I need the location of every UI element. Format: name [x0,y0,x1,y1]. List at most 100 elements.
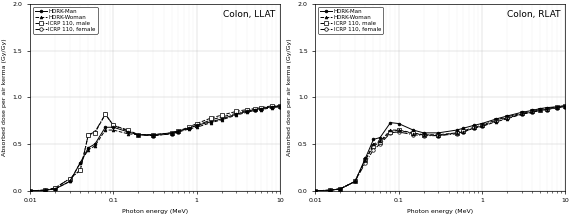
ICRP 110, female [453,132,460,135]
ICRP 110, male [504,116,510,118]
ICRP 110, male [420,133,427,136]
HDRK-Woman [168,132,175,135]
HDRK-Woman [553,106,560,109]
HDRK-Man [529,109,536,112]
HDRK-Woman [529,111,536,114]
ICRP 110, female [251,108,258,111]
ICRP 110, male [460,130,467,132]
ICRP 110, female [387,132,394,134]
ICRP 110, male [493,119,500,121]
ICRP 110, male [66,177,73,180]
HDRK-Woman [362,159,369,161]
ICRP 110, female [370,148,377,151]
ICRP 110, male [110,124,117,127]
ICRP 110, female [420,134,427,137]
HDRK-Man [493,118,500,120]
ICRP 110, male [543,107,550,110]
HDRK-Man [91,143,98,145]
HDRK-Man [52,187,59,190]
ICRP 110, female [233,112,240,114]
HDRK-Man [327,189,333,192]
HDRK-Woman [460,131,467,133]
HDRK-Woman [66,180,73,183]
ICRP 110, male [91,132,98,134]
HDRK-Woman [562,105,569,108]
Line: HDRK-Man: HDRK-Man [29,104,282,192]
Line: HDRK-Woman: HDRK-Woman [29,105,282,192]
ICRP 110, male [377,141,384,143]
ICRP 110, male [312,189,319,192]
ICRP 110, female [110,124,117,127]
HDRK-Man [41,189,48,192]
ICRP 110, female [471,127,477,130]
HDRK-Man [27,189,34,192]
Legend: HDRK-Man, HDRK-Woman, ICRP 110, male, ICRP 110, female: HDRK-Man, HDRK-Woman, ICRP 110, male, IC… [318,7,383,33]
HDRK-Woman [258,108,265,111]
HDRK-Woman [102,129,108,131]
ICRP 110, male [435,133,442,136]
HDRK-Woman [85,148,92,151]
ICRP 110, male [77,169,84,172]
Line: ICRP 110, male: ICRP 110, male [29,104,282,192]
ICRP 110, male [553,105,560,108]
HDRK-Man [362,157,369,159]
ICRP 110, male [453,132,460,134]
HDRK-Man [233,113,240,116]
Line: HDRK-Man: HDRK-Man [314,104,566,192]
ICRP 110, male [410,132,417,134]
HDRK-Man [193,124,200,127]
ICRP 110, male [529,110,536,113]
HDRK-Woman [493,120,500,123]
HDRK-Man [185,127,192,130]
ICRP 110, male [537,108,544,111]
HDRK-Man [377,136,384,139]
HDRK-Man [218,118,225,120]
ICRP 110, male [370,145,377,147]
HDRK-Man [102,126,108,129]
HDRK-Man [168,132,175,134]
HDRK-Man [208,120,215,123]
ICRP 110, female [243,109,250,112]
ICRP 110, female [529,111,536,114]
HDRK-Man [453,129,460,131]
HDRK-Woman [41,189,48,192]
ICRP 110, female [377,143,384,145]
ICRP 110, female [175,131,182,133]
HDRK-Man [77,161,84,164]
HDRK-Woman [175,131,182,133]
HDRK-Man [518,111,525,114]
ICRP 110, male [135,133,142,136]
ICRP 110, female [102,113,108,116]
HDRK-Woman [27,189,34,192]
HDRK-Woman [518,113,525,116]
ICRP 110, female [504,117,510,119]
ICRP 110, female [124,130,131,132]
ICRP 110, female [493,119,500,122]
HDRK-Woman [504,118,510,120]
ICRP 110, male [218,114,225,116]
ICRP 110, female [276,105,283,108]
X-axis label: Photon energy (MeV): Photon energy (MeV) [407,209,473,214]
HDRK-Woman [124,132,131,135]
HDRK-Man [435,132,442,134]
ICRP 110, female [77,169,84,172]
ICRP 110, female [362,161,369,164]
ICRP 110, female [52,187,59,189]
HDRK-Man [478,122,485,125]
ICRP 110, male [168,132,175,134]
ICRP 110, female [208,119,215,121]
Line: ICRP 110, female: ICRP 110, female [313,105,567,192]
HDRK-Man [251,108,258,111]
Y-axis label: Absorbed dose per air kerma (Gy/Gy): Absorbed dose per air kerma (Gy/Gy) [287,39,292,156]
ICRP 110, female [562,105,569,108]
X-axis label: Photon energy (MeV): Photon energy (MeV) [122,209,188,214]
HDRK-Man [387,121,394,124]
ICRP 110, male [478,124,485,127]
HDRK-Woman [395,129,402,131]
ICRP 110, male [52,187,59,189]
HDRK-Man [312,189,319,192]
HDRK-Woman [337,187,344,190]
ICRP 110, female [518,113,525,116]
HDRK-Woman [208,121,215,124]
ICRP 110, female [193,124,200,127]
